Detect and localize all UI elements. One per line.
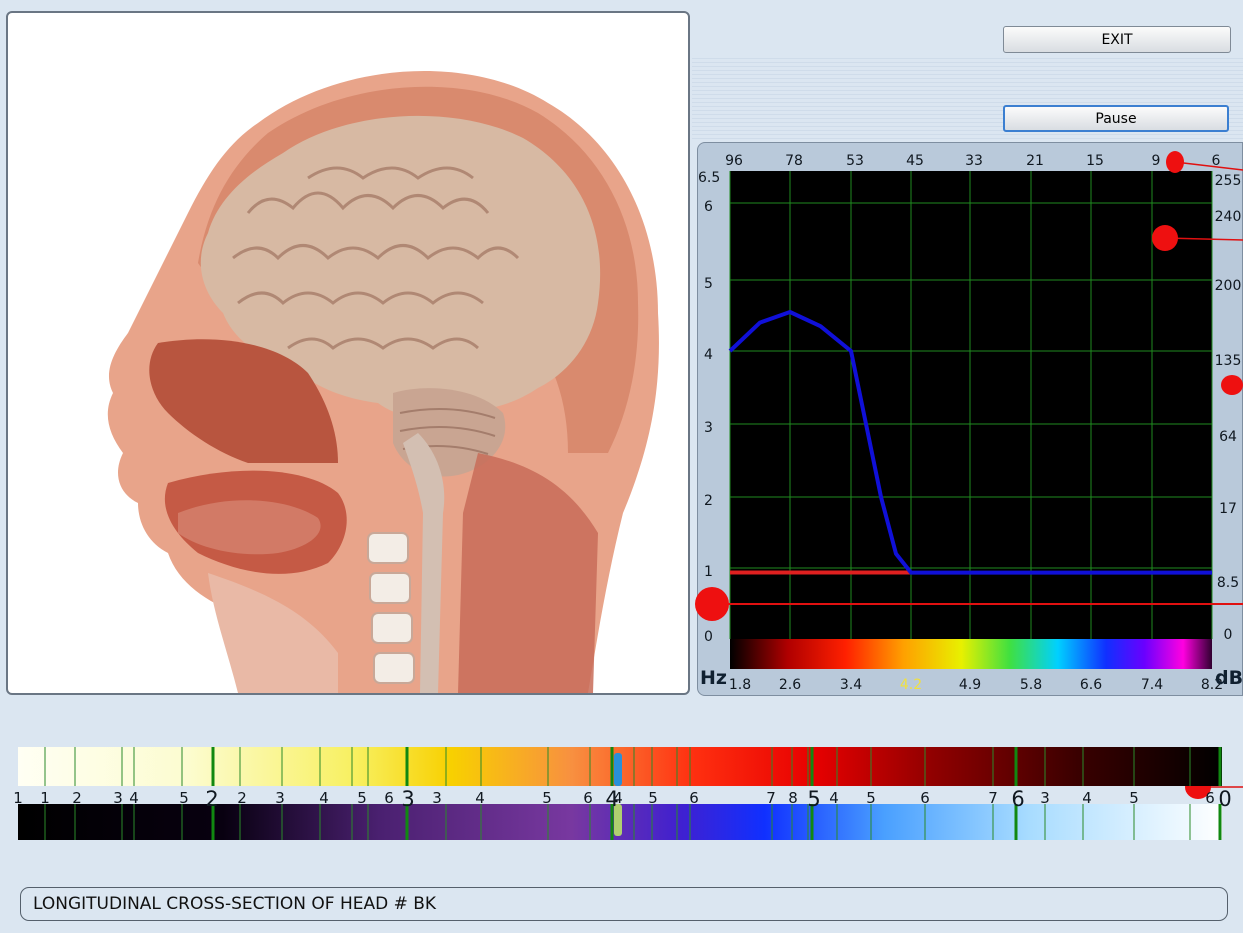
scale-label: 1 — [13, 789, 23, 807]
left-tick-label: 0 — [704, 629, 713, 645]
top-tick-label: 45 — [906, 153, 924, 169]
bottom-tick-label: 7.4 — [1141, 677, 1163, 693]
pause-button[interactable]: Pause — [1003, 105, 1229, 132]
scale-label: 6 — [1205, 789, 1215, 807]
scale-label: 5 — [866, 789, 876, 807]
left-tick-label: 2 — [704, 493, 713, 509]
scale-label: 5 — [357, 789, 367, 807]
top-tick-label: 78 — [785, 153, 803, 169]
right-tick-label: 8.5 — [1217, 575, 1239, 591]
top-tick-label: 6 — [1212, 153, 1221, 169]
top-tick-label: 53 — [846, 153, 864, 169]
bottom-tick-label: 1.8 — [729, 677, 751, 693]
left-tick-label: 6 — [704, 199, 713, 215]
scale-slider-top[interactable] — [614, 753, 622, 786]
bottom-tick-label: 6.6 — [1080, 677, 1102, 693]
top-tick-label: 33 — [965, 153, 983, 169]
scale-label: 6 — [1011, 787, 1024, 811]
top-tick-label: 9 — [1152, 153, 1161, 169]
scale-label: 4 — [1082, 789, 1092, 807]
bottom-tick-label: 8.2 — [1201, 677, 1223, 693]
right-tick-label: 240 — [1215, 209, 1242, 225]
head-cross-section-image — [107, 71, 659, 693]
bottom-tick-label: 5.8 — [1020, 677, 1042, 693]
image-panel — [6, 11, 690, 695]
right-tick-label: 135 — [1215, 353, 1242, 369]
spectrum-panel: 96 78 53 45 33 21 15 9 6 6.5 6 5 4 3 2 1 0 255 240 200 135 64… — [697, 142, 1243, 696]
bottom-tick-label: 4.9 — [959, 677, 981, 693]
scale-label: 3 — [1040, 789, 1050, 807]
top-tick-label: 96 — [725, 153, 743, 169]
scale-label: 4 — [605, 787, 618, 811]
bottom-tick-label: 2.6 — [779, 677, 801, 693]
scale-label: 4 — [319, 789, 329, 807]
top-tick-label: 21 — [1026, 153, 1044, 169]
scale-label: 5 — [542, 789, 552, 807]
exit-button[interactable]: EXIT — [1003, 26, 1231, 53]
right-tick-label: 200 — [1215, 278, 1242, 294]
scale-label: 2 — [237, 789, 247, 807]
scale-label: 4 — [829, 789, 839, 807]
unit-hz-label: Hz — [700, 667, 727, 689]
scale-label: 8 — [788, 789, 798, 807]
top-tick-label: 15 — [1086, 153, 1104, 169]
scale-label: 4 — [475, 789, 485, 807]
scale-label: 6 — [920, 789, 930, 807]
scale-label: 4 — [129, 789, 139, 807]
left-tick-label: 6.5 — [698, 170, 720, 186]
status-caption: LONGITUDINAL CROSS-SECTION OF HEAD # BK — [20, 887, 1228, 921]
right-tick-label: 64 — [1219, 429, 1237, 445]
spectrum-series-line — [728, 310, 1212, 575]
scale-label: 3 — [401, 787, 414, 811]
bottom-tick-label: 4.2 — [900, 677, 922, 693]
scale-label: 6 — [583, 789, 593, 807]
right-tick-label: 17 — [1219, 501, 1237, 517]
scale-label: 7 — [766, 789, 776, 807]
bottom-tick-label: 3.4 — [840, 677, 862, 693]
scale-slider-bottom[interactable] — [614, 804, 622, 836]
scale-label: 5 — [648, 789, 658, 807]
unit-db-label: dB — [1215, 667, 1243, 689]
scale-label: 3 — [275, 789, 285, 807]
spectrum-chart: 96 78 53 45 33 21 15 9 66.5654321025524020013564… — [698, 153, 1243, 693]
scale-label: 6 — [689, 789, 699, 807]
scale-label: 5 — [807, 787, 820, 811]
scale-label: 7 — [988, 789, 998, 807]
scale-label: 0 — [1218, 787, 1231, 811]
scale-label: 6 — [384, 789, 394, 807]
left-tick-label: 3 — [704, 420, 713, 436]
scale-label: 2 — [72, 789, 82, 807]
scale-label: 1 — [40, 789, 50, 807]
scale-label: 3 — [432, 789, 442, 807]
scale-label: 4 — [613, 789, 623, 807]
scale-label: 5 — [179, 789, 189, 807]
left-tick-label: 1 — [704, 564, 713, 580]
scale-label: 2 — [205, 787, 218, 811]
left-tick-label: 5 — [704, 276, 713, 292]
scale-label: 5 — [1129, 789, 1139, 807]
plot-area — [730, 171, 1212, 639]
frequency-rainbow-bar — [730, 639, 1212, 669]
scale-label: 3 — [113, 789, 123, 807]
right-tick-label: 255 — [1215, 173, 1242, 189]
gradient-scale: 1 1 2 3 4 5 2 2 3 4 5 6 3 3 4 5 6 44 5 6 7 8 5 4 5 6 7 6 3 4 5 6 0 — [13, 747, 1232, 840]
right-tick-label: 0 — [1224, 627, 1233, 643]
left-tick-label: 4 — [704, 347, 713, 363]
